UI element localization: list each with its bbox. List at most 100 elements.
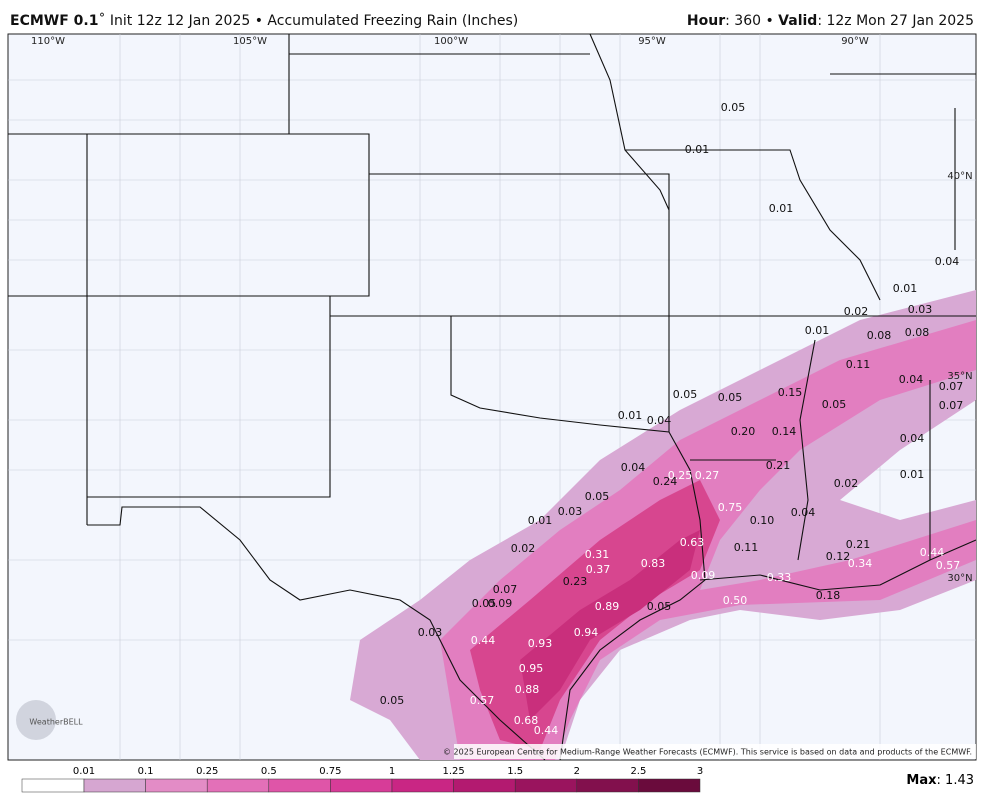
map-value-label: 0.57 [936, 559, 961, 572]
colorbar-tick-label: 1.25 [442, 766, 464, 777]
graticule-labels: 110°W 105°W 100°W 95°W 90°W 40°N 35°N 30°N [31, 36, 973, 584]
map-value-label: 0.20 [731, 425, 756, 438]
logo-text: WeatherBELL [29, 718, 83, 727]
map-value-label: 0.93 [528, 637, 553, 650]
map-value-label: 0.83 [641, 557, 666, 570]
colorbar-tick-label: 2.5 [630, 766, 646, 777]
map-value-label: 0.44 [471, 634, 496, 647]
map-value-label: 0.04 [935, 255, 960, 268]
map-value-label: 0.01 [769, 202, 794, 215]
credit-bg [454, 744, 976, 759]
map-value-label: 0.50 [723, 594, 748, 607]
colorbar-tick-label: 0.25 [196, 766, 218, 777]
map-value-label: 0.05 [647, 600, 672, 613]
map-value-label: 0.34 [848, 557, 873, 570]
map-value-label: 0.08 [905, 326, 930, 339]
map-value-label: 0.05 [718, 391, 743, 404]
colorbar-tick-label: 1.5 [507, 766, 523, 777]
colorbar-tick-label: 0.1 [138, 766, 154, 777]
map-value-label: 0.01 [805, 324, 830, 337]
map-value-label: 0.01 [685, 143, 710, 156]
hour-value: : 360 • [725, 13, 778, 29]
colorbar-swatch [21, 778, 85, 793]
map-value-label: 0.04 [900, 432, 925, 445]
map-value-label: 0.01 [528, 514, 553, 527]
colorbar-swatch [330, 778, 393, 793]
precip-shading [350, 290, 976, 760]
latitude-label: 35°N [947, 371, 972, 382]
map-value-label: 0.15 [778, 386, 803, 399]
colorbar-swatch [206, 778, 270, 793]
map-value-label: 0.11 [734, 541, 759, 554]
colorbar-swatch [453, 778, 516, 793]
colorbar-tick-label: 0.5 [261, 766, 277, 777]
map-value-label: 0.27 [695, 469, 720, 482]
latitude-label: 30°N [947, 573, 972, 584]
map-value-label: 0.01 [900, 468, 925, 481]
model-name: ECMWF 0.1 [10, 13, 98, 29]
map-value-label: 0.04 [647, 414, 672, 427]
map-value-label: 0.05 [822, 398, 847, 411]
longitude-label: 110°W [31, 36, 65, 47]
longitude-label: 100°W [434, 36, 468, 47]
map-value-label: 0.33 [767, 571, 792, 584]
map-value-label: 0.10 [750, 514, 775, 527]
map-value-label: 0.57 [470, 694, 495, 707]
map-value-label: 0.08 [867, 329, 892, 342]
map-value-label: 0.21 [846, 538, 871, 551]
map-value-label: 0.94 [574, 626, 599, 639]
map-value-label: 0.75 [718, 501, 743, 514]
map-value-label: 0.14 [772, 425, 797, 438]
map-value-label: 0.68 [514, 714, 539, 727]
latitude-label: 40°N [947, 171, 972, 182]
map-value-label: 0.07 [939, 380, 964, 393]
map-value-label: 0.09 [691, 569, 716, 582]
map-value-label: 0.95 [519, 662, 544, 675]
map-value-label: 0.07 [493, 583, 518, 596]
map-value-label: 0.05 [380, 694, 405, 707]
map-value-label: 0.04 [621, 461, 646, 474]
map-value-label: 0.05 [673, 388, 698, 401]
longitude-label: 95°W [638, 36, 666, 47]
max-number: : 1.43 [937, 773, 974, 788]
colorbar-swatch [145, 778, 208, 793]
map-value-label: 0.89 [595, 600, 620, 613]
credit: © 2025 European Centre for Medium-Range … [443, 748, 972, 757]
colorbar-swatch [391, 778, 454, 793]
max-value: Max: 1.43 [906, 773, 974, 788]
map-value-label: 0.88 [515, 683, 540, 696]
colorbar-tick-label: 0.75 [319, 766, 341, 777]
map-value-label: 0.05 [721, 101, 746, 114]
map-value-label: 0.02 [511, 542, 536, 555]
longitude-label: 105°W [233, 36, 267, 47]
map-value-label: 0.01 [618, 409, 643, 422]
colorbar-tick-label: 3 [697, 766, 703, 777]
map-value-label: 0.44 [920, 546, 945, 559]
map-value-label: 0.21 [766, 459, 791, 472]
map-value-label: 0.03 [558, 505, 583, 518]
valid-key: Valid [778, 13, 817, 29]
map-value-label: 0.63 [680, 536, 705, 549]
valid-value: : 12z Mon 27 Jan 2025 [817, 13, 974, 29]
header: ECMWF 0.1˚ Init 12z 12 Jan 2025 • Accumu… [10, 12, 974, 29]
longitude-label: 90°W [841, 36, 869, 47]
state-borders [8, 33, 977, 761]
map-value-label: 0.05 [585, 490, 610, 503]
map-value-label: 0.44 [534, 724, 559, 737]
map-value-label: 0.23 [563, 575, 588, 588]
map-value-label: 0.02 [834, 477, 859, 490]
map-value-label: 0.24 [653, 475, 678, 488]
map-value-label: 0.02 [844, 305, 869, 318]
map-value-label: 0.04 [899, 373, 924, 386]
header-left: ECMWF 0.1˚ Init 12z 12 Jan 2025 • Accumu… [10, 12, 518, 29]
map-value-label: 0.07 [939, 399, 964, 412]
map-value-label: 0.09 [488, 597, 513, 610]
colorbar-swatch [268, 778, 331, 793]
map-value-label: 0.03 [908, 303, 933, 316]
map-value-label: 0.11 [846, 358, 871, 371]
run-info: ˚ Init 12z 12 Jan 2025 • Accumulated Fre… [98, 12, 518, 29]
map-value-label: 0.04 [791, 506, 816, 519]
map-value-label: 0.25 [668, 469, 693, 482]
colorbar: 0.01 0.1 0.25 0.5 0.75 1 1.25 1.5 2 2.5 3 [21, 766, 703, 793]
map-value-label: 0.18 [816, 589, 841, 602]
